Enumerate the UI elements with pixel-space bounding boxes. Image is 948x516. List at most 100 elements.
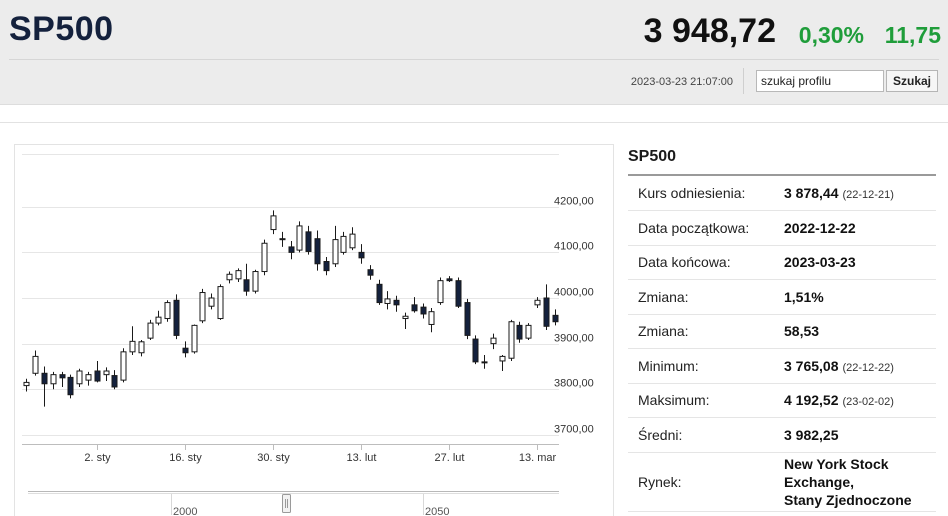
candle-up [437, 280, 444, 304]
candle-down [41, 372, 48, 385]
candle-up [103, 370, 110, 376]
candle-up [226, 273, 233, 281]
x-tick-label: 13. mar [519, 452, 557, 464]
candle-up [490, 337, 497, 345]
candle-up [191, 324, 198, 353]
info-row-market: Rynek: New York Stock Exchange, Stany Zjedn… [628, 452, 936, 512]
candle-down [243, 279, 250, 292]
search-input[interactable] [756, 70, 884, 92]
info-row: Minimum: 3 765,08 (22-12-22) [628, 348, 936, 384]
toolbar-separator [743, 68, 744, 94]
candle-down [182, 347, 189, 354]
info-row: Średni: 3 982,25 [628, 417, 936, 453]
candle-up [199, 292, 206, 322]
candle-up [296, 225, 303, 251]
info-value-text: 58,53 [784, 323, 820, 340]
info-row-label: Data końcowa: [628, 245, 783, 280]
info-row-label: Zmiana: [628, 314, 783, 349]
change-absolute: 11,75 [884, 22, 941, 48]
candle-up [384, 298, 391, 304]
candle-up [50, 374, 57, 385]
info-row-value: 3 878,44 (22-12-21) [783, 176, 936, 211]
candle-up [147, 322, 154, 339]
candle-up [252, 271, 259, 292]
info-value-date: (22-12-21) [842, 189, 894, 201]
y-tick-label: 4000,00 [554, 287, 594, 299]
candle-up [155, 316, 162, 324]
candle-up [349, 233, 356, 249]
info-row-label: Zmiana: [628, 279, 783, 315]
market-line: Stany Zjednoczone [784, 491, 912, 508]
candle-up [534, 299, 541, 306]
last-price: 3 948,72 [643, 12, 776, 50]
candle-down [455, 280, 462, 307]
candle-down [367, 269, 374, 276]
change-percent: 0,30% [798, 22, 864, 48]
candle-down [446, 278, 453, 282]
info-row-value: 3 982,25 [783, 417, 936, 453]
info-value-date: (22-12-22) [842, 361, 894, 374]
market-value: New York Stock Exchange, Stany Zjednoczone [783, 452, 936, 512]
info-row-value: 2023-03-23 [783, 245, 936, 280]
info-row-value: 3 765,08 (22-12-22) [783, 348, 936, 384]
ticker-symbol: SP500 [9, 10, 114, 48]
x-tick-label: 27. lut [435, 452, 465, 464]
candle-up [235, 270, 242, 280]
navigator-label: 2000 [173, 506, 197, 515]
candle-up [499, 355, 506, 362]
candle-up [76, 370, 83, 385]
quote-timestamp: 2023-03-23 21:07:00 [630, 76, 733, 88]
content-area [0, 122, 948, 516]
candle-down [94, 370, 101, 382]
candle-up [120, 351, 127, 381]
candle-down [472, 338, 479, 363]
candle-up [23, 381, 30, 387]
candle-down [393, 299, 400, 306]
candle-up [138, 341, 145, 354]
market-line: New York Stock [784, 455, 889, 472]
candle-up [332, 239, 339, 265]
info-row-label: Data początkowa: [628, 210, 783, 246]
info-row: Data początkowa: 2022-12-22 [628, 210, 936, 246]
y-tick-label: 4200,00 [554, 196, 594, 208]
candle-up [217, 286, 224, 320]
info-row-value: 58,53 [783, 314, 936, 349]
info-row: Zmiana: 58,53 [628, 314, 936, 349]
x-tick-label: 16. sty [169, 452, 202, 464]
search-button[interactable]: Szukaj [886, 70, 938, 92]
info-row-label: Maksimum: [628, 383, 783, 418]
candle-down [67, 376, 74, 396]
info-value-text: 3 878,44 [784, 185, 839, 201]
candle-down [552, 314, 559, 323]
info-row-label: Kurs odniesienia: [628, 176, 783, 211]
info-value-text: 3 765,08 [784, 357, 839, 374]
info-row-label: Minimum: [628, 348, 783, 384]
candle-down [288, 246, 295, 253]
candle-down [543, 297, 550, 327]
info-value-text: 2023-03-23 [784, 254, 856, 271]
candle-up [340, 235, 347, 253]
header-divider [9, 59, 939, 60]
info-panel: SP500 Kurs odniesienia: 3 878,44 (22-12-21… [628, 144, 936, 512]
candle-up [270, 215, 277, 231]
y-tick-label: 4100,00 [554, 241, 594, 253]
candle-down [323, 261, 330, 272]
candle-up [261, 242, 268, 273]
candle-up [402, 315, 409, 320]
candle-up [208, 297, 215, 307]
y-tick-label: 3900,00 [554, 333, 594, 345]
candle-up [129, 340, 136, 353]
candle-down [358, 251, 365, 259]
x-tick-label: 2. sty [84, 452, 111, 464]
candlestick-chart[interactable]: 4200,00 4100,00 4000,00 3900,00 3800,00 3700,… [14, 144, 612, 515]
candle-up [279, 238, 286, 241]
candle-down [464, 302, 471, 336]
candle-down [376, 283, 383, 304]
info-value-text: 4 192,52 [784, 392, 839, 409]
candle-up [525, 324, 532, 339]
navigator-handle[interactable] [282, 494, 291, 513]
info-table: Kurs odniesienia: 3 878,44 (22-12-21) Data … [628, 176, 936, 512]
info-row-value: 1,51% [783, 279, 936, 315]
candle-down [420, 306, 427, 315]
candle-down [111, 375, 118, 388]
